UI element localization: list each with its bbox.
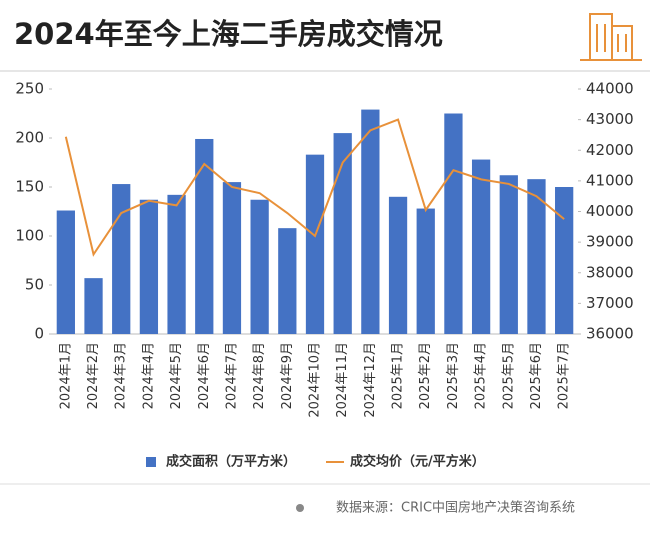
- x-tick-label: 2024年4月: [141, 342, 156, 409]
- y2-tick-label: 42000: [586, 141, 634, 159]
- x-tick-label: 2025年3月: [446, 342, 461, 409]
- y2-tick-label: 41000: [586, 171, 634, 189]
- x-tick-label: 2025年5月: [501, 342, 516, 409]
- x-tick-label: 2025年7月: [557, 342, 572, 409]
- bar: [139, 199, 159, 334]
- bar: [444, 113, 463, 334]
- bar: [527, 179, 546, 334]
- bar: [84, 278, 103, 334]
- x-tick-label: 2025年6月: [529, 342, 544, 409]
- bar: [222, 182, 242, 334]
- y2-tick-label: 44000: [586, 80, 634, 98]
- y-tick-label: 50: [25, 276, 44, 294]
- legend-swatch: [146, 457, 156, 467]
- bar: [333, 133, 352, 334]
- x-tick-label: 2025年2月: [418, 342, 433, 409]
- building-icon: [580, 13, 642, 61]
- bar: [555, 187, 574, 334]
- y2-tick-label: 37000: [586, 294, 634, 312]
- bar: [56, 210, 75, 334]
- x-tick-label: 2024年10月: [308, 342, 323, 418]
- bar: [361, 109, 380, 334]
- bar: [112, 184, 131, 334]
- x-tick-label: 2024年6月: [197, 342, 212, 409]
- y2-tick-label: 43000: [586, 110, 634, 128]
- x-tick-label: 2024年11月: [335, 342, 350, 418]
- source: 数据来源：CRIC中国房地产决策咨询系统: [336, 500, 575, 516]
- y-tick-label: 200: [15, 129, 44, 147]
- y-tick-label: 100: [15, 227, 44, 245]
- y-tick-label: 250: [15, 80, 44, 98]
- bar: [167, 194, 186, 334]
- x-tick-label: 2024年8月: [252, 342, 267, 409]
- bar: [250, 199, 269, 334]
- y2-tick-label: 40000: [586, 202, 634, 220]
- legend-label: 成交均价（元/平方米）: [350, 454, 485, 470]
- bar: [388, 196, 408, 334]
- y2-tick-label: 38000: [586, 263, 634, 281]
- bar: [499, 175, 518, 334]
- legend-label: 成交面积（万平方米）: [166, 454, 296, 470]
- x-tick-label: 2024年9月: [280, 342, 295, 409]
- x-tick-label: 2025年1月: [391, 342, 406, 409]
- chart-title: 2024年至今上海二手房成交情况: [14, 17, 443, 51]
- x-tick-label: 2024年12月: [363, 342, 378, 418]
- y2-tick-label: 39000: [586, 233, 634, 251]
- x-tick-label: 2025年4月: [474, 342, 489, 409]
- x-tick-label: 2024年7月: [224, 342, 239, 409]
- x-tick-label: 2024年1月: [58, 342, 73, 409]
- x-tick-label: 2024年2月: [86, 342, 101, 409]
- bar: [278, 228, 297, 334]
- bar: [471, 159, 491, 334]
- bar: [416, 208, 435, 334]
- x-tick-label: 2024年5月: [169, 342, 184, 409]
- bar: [195, 138, 214, 334]
- bar: [305, 154, 325, 334]
- y-tick-label: 0: [34, 325, 44, 343]
- y2-tick-label: 36000: [586, 325, 634, 343]
- source-dot: [296, 504, 304, 512]
- y-tick-label: 150: [15, 178, 44, 196]
- line: [64, 118, 565, 257]
- x-tick-label: 2024年3月: [114, 342, 129, 409]
